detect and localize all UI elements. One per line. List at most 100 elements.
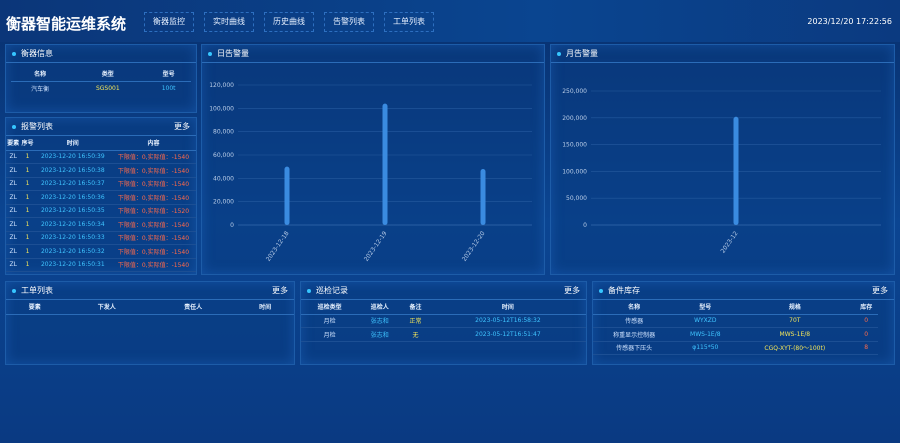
cell: 汽车衡 bbox=[31, 85, 50, 93]
more-link[interactable]: 更多 bbox=[272, 286, 288, 295]
bullet-icon bbox=[12, 124, 16, 129]
col-header: 时间 bbox=[34, 136, 111, 151]
col-header: 型号 bbox=[146, 67, 191, 82]
col-header: 内容 bbox=[110, 136, 196, 151]
cell: 0 bbox=[854, 314, 878, 328]
cell: 称重显示控制器 bbox=[593, 327, 676, 342]
cell: 2023-12-20 16:50:39 bbox=[34, 150, 111, 164]
cell: 下限值：0,实际值：-1540 bbox=[110, 150, 196, 164]
cell: 1 bbox=[20, 217, 35, 232]
panel-title: 月告警量 bbox=[566, 49, 598, 58]
cell: MWS-1E/8 bbox=[675, 327, 736, 342]
cell: 2023-05-12T16:51:47 bbox=[429, 327, 586, 342]
panel-title: 衡器信息 bbox=[21, 49, 53, 58]
table-row: ZL 1 2023-12-20 16:50:33 下限值：0,实际值：-1540 bbox=[6, 231, 196, 245]
cell: 传感器下压头 bbox=[593, 341, 676, 355]
cell: CGQ-XYT-(80～100t) bbox=[735, 341, 855, 355]
cell: 1 bbox=[20, 258, 35, 272]
cell: 下限值：0,实际值：-1540 bbox=[110, 258, 196, 272]
cell: 1 bbox=[20, 150, 35, 164]
col-header: 时间 bbox=[236, 300, 294, 315]
table-row: ZL 1 2023-12-20 16:50:39 下限值：0,实际值：-1540 bbox=[6, 150, 196, 164]
table-row: 传感器下压头 φ115*50 CGQ-XYT-(80～100t) 8 bbox=[593, 341, 878, 355]
cell: 下限值：0,实际值：-1540 bbox=[110, 231, 196, 245]
cell: ZL bbox=[6, 204, 21, 218]
bar bbox=[733, 116, 739, 225]
cell: 8 bbox=[854, 341, 878, 355]
nav-work-orders[interactable]: 工单列表 bbox=[384, 12, 434, 32]
cell: 2023-12-20 16:50:36 bbox=[34, 190, 111, 205]
y-tick-label: 200,000 bbox=[562, 115, 587, 122]
daily-alarm-chart: 0 20,000 40,000 60,000 80,000 100,000 120,000 2… bbox=[209, 82, 532, 263]
col-header: 类型 bbox=[69, 67, 147, 82]
panel-title: 工单列表 bbox=[21, 286, 53, 295]
col-header: 库存 bbox=[854, 300, 878, 315]
inspection-panel: 巡检记录 更多 巡检类型 巡检人 备注 时间 月检 张志和 正常 2023-05-12T16:5… bbox=[300, 281, 587, 365]
cell: 2023-12-20 16:50:33 bbox=[34, 231, 111, 245]
spare-parts-panel: 备件库存 更多 名称 型号 规格 库存 传感器 WYXZD 70T 0 称重显示控制器 MWS-1E… bbox=[592, 281, 895, 365]
cell: 1 bbox=[20, 244, 35, 259]
y-tick-label: 50,000 bbox=[566, 195, 587, 202]
y-tick-label: 100,000 bbox=[562, 168, 587, 175]
more-link[interactable]: 更多 bbox=[564, 286, 580, 295]
bullet-icon bbox=[307, 288, 311, 293]
table-row: 汽车衡 SGS001 100t bbox=[11, 81, 191, 95]
y-tick-label: 40,000 bbox=[213, 175, 234, 182]
bullet-icon bbox=[208, 51, 212, 56]
panel-title: 备件库存 bbox=[608, 286, 640, 295]
cell: SGS001 bbox=[95, 84, 120, 92]
cell: 100t bbox=[161, 84, 176, 92]
y-tick-label: 100,000 bbox=[209, 105, 234, 112]
x-tick-label: 2023-12-20 bbox=[461, 230, 487, 263]
more-link[interactable]: 更多 bbox=[872, 286, 888, 295]
nav-realtime-curve[interactable]: 实时曲线 bbox=[204, 12, 254, 32]
bullet-icon bbox=[557, 51, 561, 56]
bullet-icon bbox=[12, 288, 16, 293]
cell: 张志和 bbox=[358, 314, 402, 328]
table-row: 月检 张志和 正常 2023-05-12T16:58:32 bbox=[301, 314, 586, 328]
col-header: 序号 bbox=[20, 136, 35, 151]
x-tick-label: 2023-12-19 bbox=[363, 230, 389, 263]
cell: 张志和 bbox=[358, 327, 402, 342]
more-link[interactable]: 更多 bbox=[174, 122, 190, 131]
cell: 月检 bbox=[301, 327, 359, 342]
bullet-icon bbox=[12, 51, 16, 56]
cell: 2023-05-12T16:58:32 bbox=[429, 314, 586, 328]
cell: 下限值：0,实际值：-1540 bbox=[110, 217, 196, 232]
scale-info-panel: 衡器信息 名称 类型 型号 汽车衡 SGS001 100t bbox=[5, 44, 197, 113]
cell: ZL bbox=[6, 217, 21, 232]
nav-history-curve[interactable]: 历史曲线 bbox=[264, 12, 314, 32]
cell: ZL bbox=[6, 177, 21, 191]
nav-scale-monitor[interactable]: 衡器监控 bbox=[144, 12, 194, 32]
x-tick-label: 2023-12 bbox=[720, 230, 740, 255]
col-header: 巡检人 bbox=[358, 300, 402, 315]
cell: WYXZD bbox=[675, 314, 736, 328]
monthly-alarm-panel: 月告警量 0 50,000 100,000 150,000 200,000 250,000… bbox=[550, 44, 895, 275]
table-row: ZL 1 2023-12-20 16:50:36 下限值：0,实际值：-1540 bbox=[6, 190, 196, 205]
alarm-list-panel: 报警列表 更多 要素 序号 时间 内容 ZL 1 2023-12-20 16:50:39 下限值… bbox=[5, 117, 197, 275]
y-tick-label: 20,000 bbox=[213, 199, 234, 206]
cell: 2023-12-20 16:50:35 bbox=[34, 204, 111, 218]
y-tick-label: 250,000 bbox=[562, 88, 587, 95]
cell: 2023-12-20 16:50:37 bbox=[34, 177, 111, 191]
cell: 2023-12-20 16:50:38 bbox=[34, 163, 111, 178]
cell: 传感器 bbox=[593, 314, 676, 328]
cell: 2023-12-20 16:50:32 bbox=[34, 244, 111, 259]
table-row: ZL 1 2023-12-20 16:50:32 下限值：0,实际值：-1540 bbox=[6, 244, 196, 259]
cell: ZL bbox=[6, 231, 21, 245]
cell: ZL bbox=[6, 244, 21, 259]
cell: 0 bbox=[854, 327, 878, 342]
cell: 月检 bbox=[301, 314, 359, 328]
col-header: 备注 bbox=[401, 300, 430, 315]
work-orders-panel: 工单列表 更多 要素 下发人 责任人 时间 bbox=[5, 281, 295, 365]
panel-title: 巡检记录 bbox=[316, 286, 348, 295]
cell: 下限值：0,实际值：-1540 bbox=[110, 244, 196, 259]
y-tick-label: 0 bbox=[583, 222, 587, 229]
cell: ZL bbox=[6, 163, 21, 178]
cell: 下限值：0,实际值：-1520 bbox=[110, 204, 196, 218]
table-row: ZL 1 2023-12-20 16:50:38 下限值：0,实际值：-1540 bbox=[6, 163, 196, 178]
nav-alarm-list[interactable]: 告警列表 bbox=[324, 12, 374, 32]
cell: ZL bbox=[6, 190, 21, 205]
daily-alarm-panel: 日告警量 0 20,000 40,000 60,000 80,000 100,000 120… bbox=[201, 44, 545, 275]
bar bbox=[382, 103, 388, 225]
